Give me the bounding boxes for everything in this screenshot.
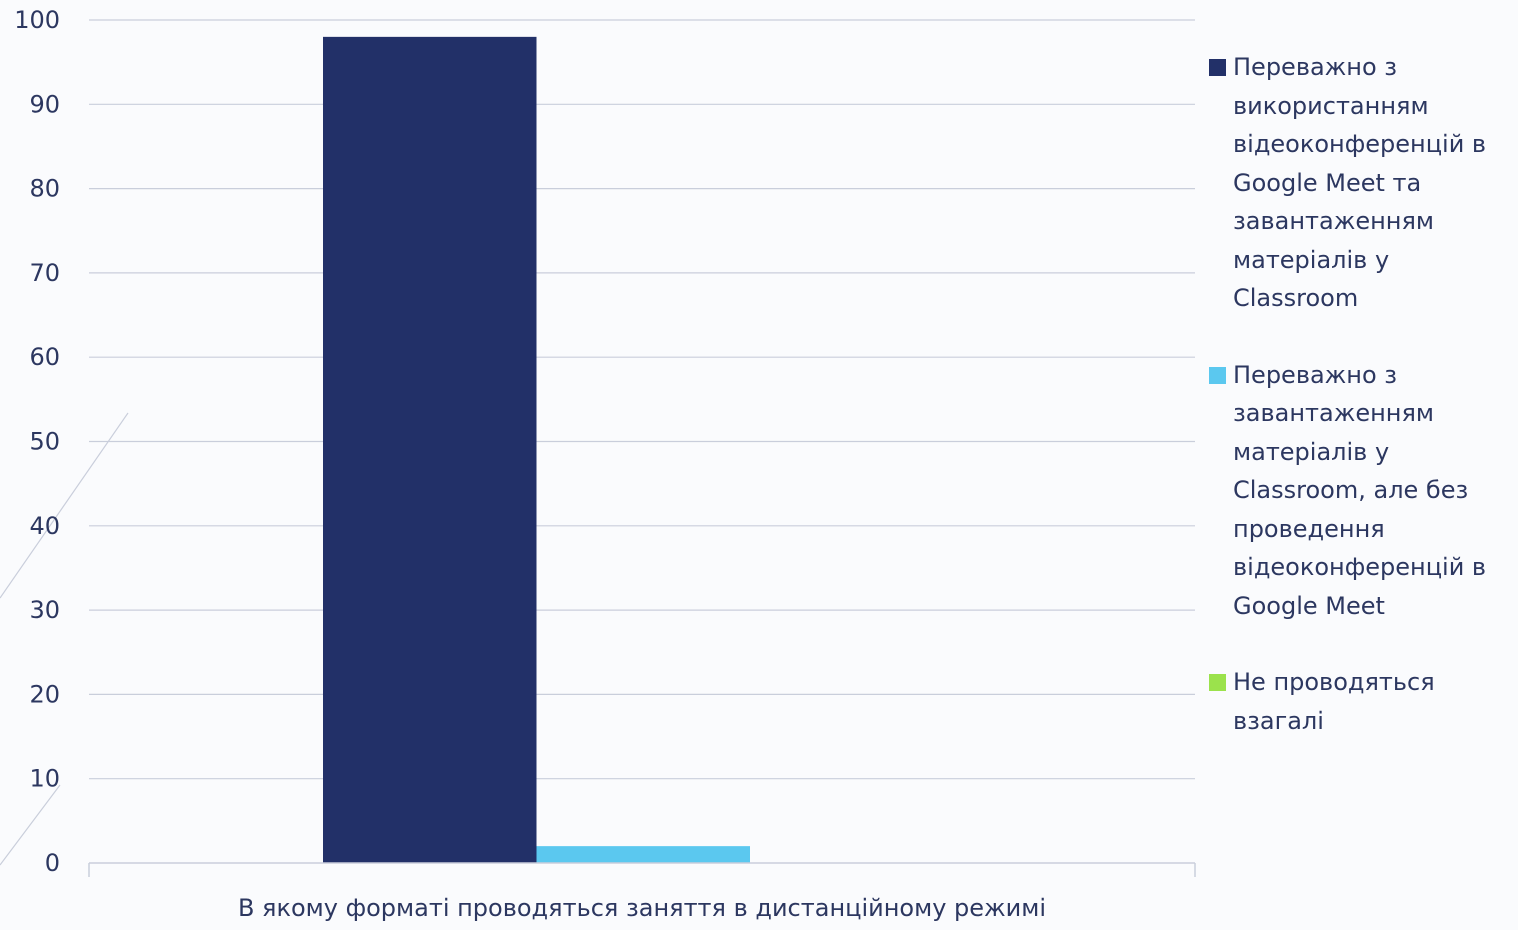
legend-item-series-3: Не проводяться взагалі <box>1206 663 1511 740</box>
decorative-background-lines <box>0 412 129 866</box>
legend: Переважно з використанням відеоконференц… <box>1206 48 1511 778</box>
bar-series-1 <box>323 36 537 864</box>
legend-swatch-series-2 <box>1209 366 1226 384</box>
y-tick-label-40: 40 <box>29 512 60 540</box>
y-tick-label-80: 80 <box>29 175 60 203</box>
y-tick-label-60: 60 <box>29 343 60 371</box>
legend-swatch-series-3 <box>1209 674 1226 691</box>
legend-swatch-series-1 <box>1209 59 1226 76</box>
y-tick-label-90: 90 <box>29 90 60 118</box>
y-tick-label-100: 100 <box>14 6 60 34</box>
y-tick-label-50: 50 <box>29 428 60 456</box>
gridlines <box>89 19 1195 780</box>
legend-label-series-1: Переважно з використанням відеоконференц… <box>1233 53 1487 312</box>
y-tick-label-30: 30 <box>29 596 60 624</box>
y-tick-label-70: 70 <box>29 259 60 287</box>
y-tick-label-20: 20 <box>29 680 60 708</box>
legend-label-series-3: Не проводяться взагалі <box>1233 668 1435 735</box>
y-tick-label-0: 0 <box>45 849 60 877</box>
legend-item-series-1: Переважно з використанням відеоконференц… <box>1206 48 1511 318</box>
legend-item-series-2: Переважно з завантаженням матеріалів у C… <box>1206 356 1511 626</box>
x-axis-category-label: В якому форматі проводяться заняття в ди… <box>238 894 1046 922</box>
bars <box>323 36 750 864</box>
legend-label-series-2: Переважно з завантаженням матеріалів у C… <box>1233 360 1487 620</box>
y-axis-tick-labels: 0 10 20 30 40 50 60 70 80 90 100 <box>14 6 60 877</box>
y-tick-label-10: 10 <box>29 765 60 793</box>
bar-series-2 <box>536 846 750 863</box>
